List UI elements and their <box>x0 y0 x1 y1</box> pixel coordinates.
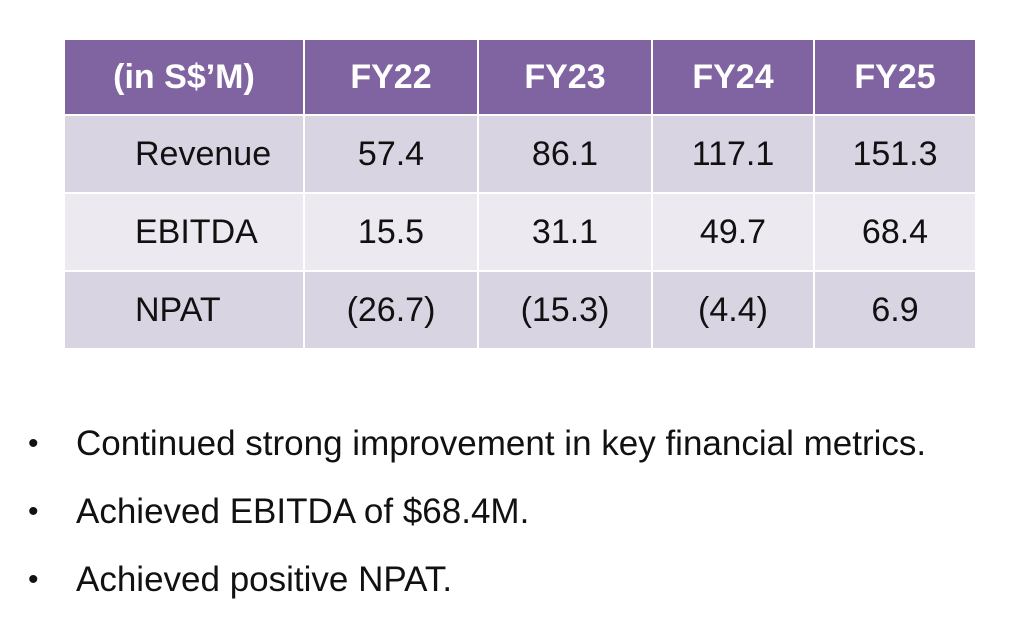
ebitda-fy22: 15.5 <box>303 192 479 272</box>
table-header-row: (in S$’M) FY22 FY23 FY24 FY25 <box>63 38 977 116</box>
table-row-npat: NPAT (26.7) (15.3) (4.4) 6.9 <box>63 270 977 350</box>
list-item: • Achieved positive NPAT. <box>28 546 926 614</box>
list-item: • Achieved EBITDA of $68.4M. <box>28 478 926 546</box>
row-label-npat: NPAT <box>63 270 305 350</box>
row-label-revenue: Revenue <box>63 114 305 194</box>
npat-fy22: (26.7) <box>303 270 479 350</box>
header-fy22: FY22 <box>303 38 479 116</box>
bullet-icon: • <box>28 495 39 528</box>
revenue-fy24: 117.1 <box>651 114 815 194</box>
revenue-fy22: 57.4 <box>303 114 479 194</box>
ebitda-fy24: 49.7 <box>651 192 815 272</box>
bullet-text: Achieved positive NPAT. <box>76 560 453 599</box>
npat-fy23: (15.3) <box>477 270 653 350</box>
revenue-fy25: 151.3 <box>813 114 977 194</box>
key-points-list: • Continued strong improvement in key fi… <box>28 410 926 614</box>
row-label-ebitda: EBITDA <box>63 192 305 272</box>
header-fy24: FY24 <box>651 38 815 116</box>
list-item: • Continued strong improvement in key fi… <box>28 410 926 478</box>
revenue-fy23: 86.1 <box>477 114 653 194</box>
header-units-label: (in S$’M) <box>63 38 305 116</box>
financial-summary-table: (in S$’M) FY22 FY23 FY24 FY25 Revenue 57… <box>63 38 977 350</box>
ebitda-fy23: 31.1 <box>477 192 653 272</box>
bullet-text: Achieved EBITDA of $68.4M. <box>76 492 530 531</box>
header-fy23: FY23 <box>477 38 653 116</box>
table-row-ebitda: EBITDA 15.5 31.1 49.7 68.4 <box>63 192 977 272</box>
bullet-icon: • <box>28 427 39 460</box>
table-row-revenue: Revenue 57.4 86.1 117.1 151.3 <box>63 114 977 194</box>
npat-fy24: (4.4) <box>651 270 815 350</box>
bullet-text: Continued strong improvement in key fina… <box>76 424 927 463</box>
bullet-icon: • <box>28 563 39 596</box>
header-fy25: FY25 <box>813 38 977 116</box>
ebitda-fy25: 68.4 <box>813 192 977 272</box>
npat-fy25: 6.9 <box>813 270 977 350</box>
